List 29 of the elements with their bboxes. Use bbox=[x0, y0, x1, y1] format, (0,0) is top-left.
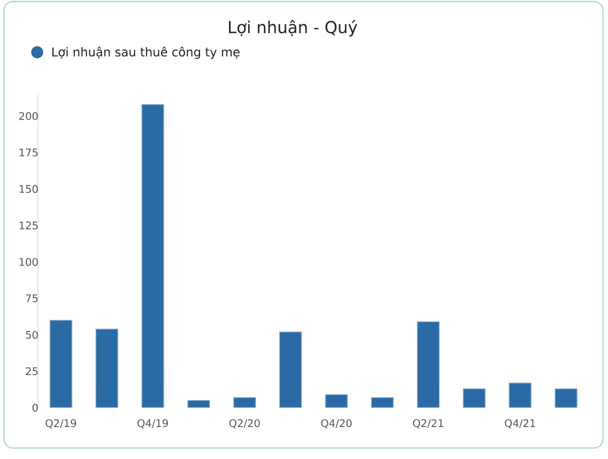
bar bbox=[370, 397, 394, 408]
x-tick-label: Q4/21 bbox=[504, 419, 536, 428]
x-tick-label: Q2/21 bbox=[413, 419, 444, 428]
y-tick-label: 75 bbox=[26, 294, 38, 302]
y-tick-label: 25 bbox=[26, 367, 38, 376]
bar bbox=[508, 382, 532, 408]
chart-title: Lợi nhuận - Quý bbox=[229, 20, 358, 37]
bar bbox=[325, 394, 348, 408]
x-tick-label: Q4/19 bbox=[138, 419, 168, 428]
y-tick-label: 175 bbox=[20, 148, 38, 156]
bar bbox=[279, 331, 302, 408]
y-tick-label: 100 bbox=[20, 258, 38, 266]
bar bbox=[554, 388, 578, 408]
bar bbox=[416, 321, 440, 408]
y-tick-label: 125 bbox=[20, 221, 38, 230]
legend-label: Lợi nhuận sau thuê công ty mẹ bbox=[52, 46, 240, 59]
x-tick-label: Q4/20 bbox=[321, 419, 352, 428]
bar bbox=[95, 328, 118, 408]
bar bbox=[50, 320, 72, 408]
bar bbox=[141, 104, 164, 408]
x-tick-label: Q2/20 bbox=[229, 419, 260, 428]
y-tick-label: 0 bbox=[32, 404, 38, 412]
x-tick-label: Q2/19 bbox=[46, 419, 76, 428]
bar bbox=[187, 400, 210, 408]
y-tick-label: 50 bbox=[26, 330, 38, 339]
bar bbox=[233, 397, 256, 408]
bar bbox=[462, 388, 486, 408]
y-tick-label: 200 bbox=[19, 112, 38, 120]
y-tick-label: 150 bbox=[20, 185, 38, 193]
